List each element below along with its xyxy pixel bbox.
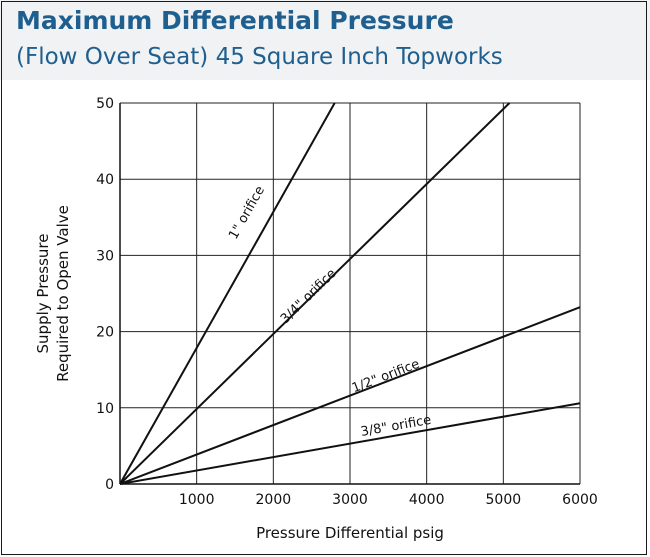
series-line-1 [119,102,511,485]
chart-title: Maximum Differential Pressure [16,6,454,35]
y-tick-label-2: 20 [96,325,114,341]
x-tick-label-5: 6000 [562,492,598,508]
x-tick-label-3: 4000 [409,492,445,508]
x-tick-label-0: 1000 [179,492,215,508]
grid-layer [120,102,581,485]
x-tick-label-2: 3000 [332,492,368,508]
x-tick-label-4: 5000 [486,492,522,508]
axis-layer [119,103,580,485]
x-tick-label-1: 2000 [256,492,292,508]
series-layer [119,102,581,485]
series-line-2 [119,306,581,485]
chart-subtitle: (Flow Over Seat) 45 Square Inch Topworks [16,44,503,70]
y-tick-label-1: 10 [96,401,114,417]
y-tick-label-0: 0 [105,477,114,493]
y-axis-title-line1: Supply Pressure [34,234,52,354]
y-tick-label-4: 40 [96,172,114,188]
y-tick-label-5: 50 [96,96,114,112]
y-axis-title-line2: Required to Open Valve [54,205,72,382]
y-tick-label-3: 30 [96,248,114,264]
series-line-0 [119,102,336,485]
series-line-3 [119,402,581,485]
title-block: Maximum Differential Pressure (Flow Over… [0,0,650,80]
x-axis-title: Pressure Differential psig [256,524,444,542]
